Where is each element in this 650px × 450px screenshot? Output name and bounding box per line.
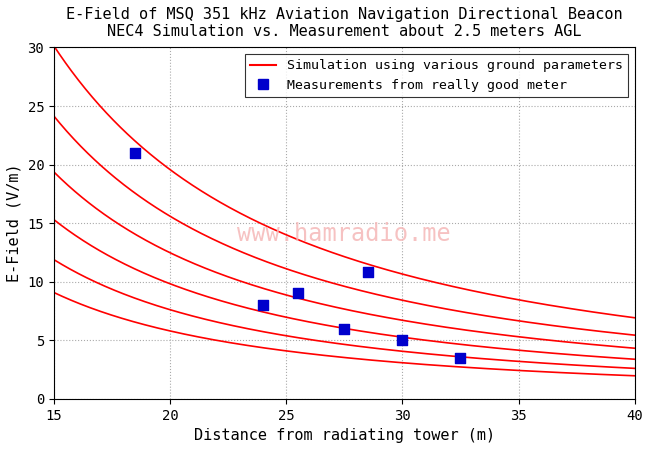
Point xyxy=(258,302,268,309)
Point xyxy=(362,269,372,276)
Y-axis label: E-Field (V/m): E-Field (V/m) xyxy=(7,164,22,283)
Title: E-Field of MSQ 351 kHz Aviation Navigation Directional Beacon
NEC4 Simulation vs: E-Field of MSQ 351 kHz Aviation Navigati… xyxy=(66,7,623,39)
Point xyxy=(130,149,140,157)
Point xyxy=(397,337,408,344)
X-axis label: Distance from radiating tower (m): Distance from radiating tower (m) xyxy=(194,428,495,443)
Point xyxy=(292,290,303,297)
Point xyxy=(339,325,350,332)
Text: www.hamradio.me: www.hamradio.me xyxy=(237,222,451,246)
Legend: Simulation using various ground parameters, Measurements from really good meter: Simulation using various ground paramete… xyxy=(244,54,628,97)
Point xyxy=(455,354,465,361)
